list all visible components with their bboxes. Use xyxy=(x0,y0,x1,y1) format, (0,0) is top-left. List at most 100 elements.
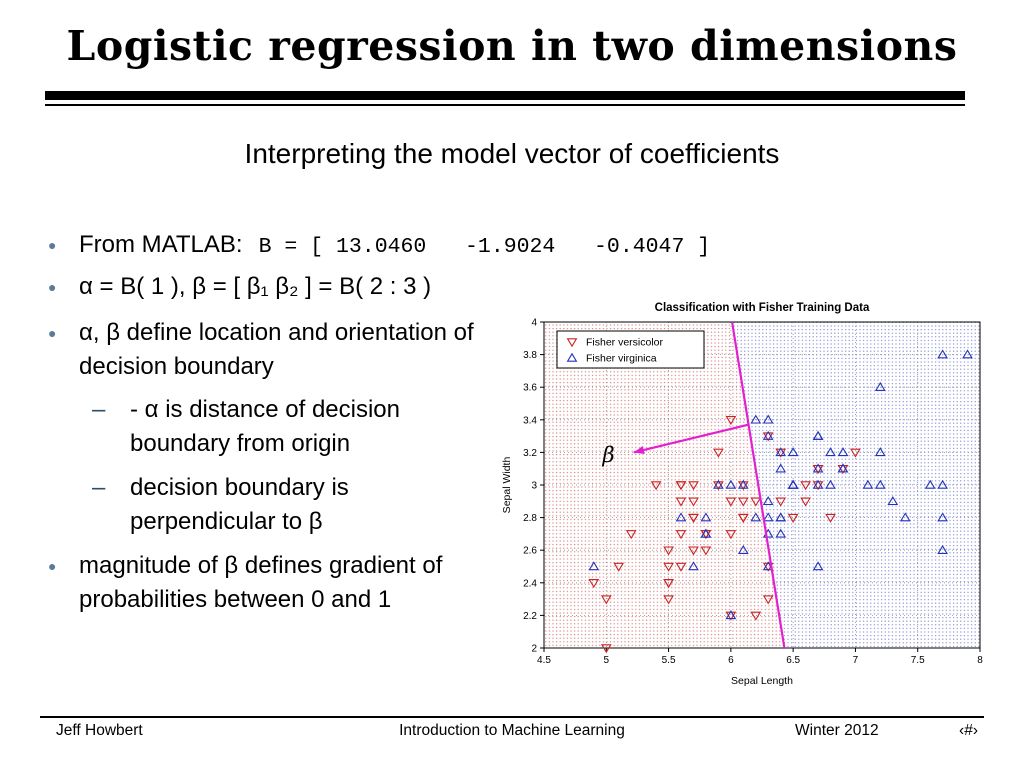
title-rule-thin xyxy=(45,104,965,106)
data-point xyxy=(737,479,749,489)
footer-rule xyxy=(40,716,984,718)
data-point xyxy=(837,447,849,457)
svg-text:3.4: 3.4 xyxy=(523,415,537,426)
data-point xyxy=(924,479,936,489)
beta-arrow xyxy=(633,423,749,454)
data-point xyxy=(713,479,724,489)
data-point xyxy=(675,497,687,507)
svg-text:2.4: 2.4 xyxy=(523,578,537,589)
data-point xyxy=(787,513,799,523)
bullet-text: magnitude of β defines gradient of proba… xyxy=(79,552,443,613)
data-point xyxy=(762,496,774,506)
beta-arrow-head xyxy=(633,446,645,454)
data-point xyxy=(600,595,612,605)
data-point xyxy=(874,447,886,457)
legend-marker-virginica xyxy=(566,352,578,362)
data-point xyxy=(675,481,687,491)
y-axis-label: Sepal Width xyxy=(501,457,513,514)
data-point xyxy=(737,513,749,523)
chart-legend: Fisher versicolor Fisher virginica xyxy=(556,330,705,369)
data-point xyxy=(775,447,787,457)
svg-text:2.8: 2.8 xyxy=(523,513,537,524)
data-point xyxy=(588,579,600,589)
data-point xyxy=(762,512,774,522)
data-point xyxy=(663,579,674,589)
bullet-icon: ● xyxy=(48,237,57,253)
data-point xyxy=(725,610,737,620)
data-point xyxy=(937,512,948,522)
footer-term: Winter 2012 xyxy=(795,722,879,739)
data-point xyxy=(775,463,787,473)
data-point xyxy=(812,430,824,440)
data-point xyxy=(725,479,737,489)
data-point xyxy=(675,562,687,572)
footer-page-number: ‹#› xyxy=(959,722,978,739)
legend-marker-versicolor xyxy=(566,338,578,348)
sub-bullet-text: - α is distance of decision boundary fro… xyxy=(130,396,400,457)
data-point xyxy=(837,463,849,473)
dash-icon: – xyxy=(92,474,106,501)
bullet-icon: ● xyxy=(48,325,57,341)
fisher-scatter-chart: 4.5 5 5.5 6 6.5 7 7.5 8 2 2.2 2.4 2.6 2.8 3 3.2 3.4 3.6 3… xyxy=(501,302,983,687)
plot-border xyxy=(543,321,981,649)
data-point xyxy=(874,479,886,489)
y-axis: 2 2.2 2.4 2.6 2.8 3 3.2 3.4 3.6 3.8 4 xyxy=(523,318,544,655)
data-point xyxy=(663,562,674,572)
data-point xyxy=(750,611,762,621)
data-point xyxy=(937,349,948,359)
data-point xyxy=(663,546,674,556)
sub-bullet-perpendicular: – decision boundary is perpendicular to … xyxy=(92,471,395,539)
data-point xyxy=(762,595,774,605)
svg-text:3.8: 3.8 xyxy=(523,350,537,361)
title-rule-thick xyxy=(45,91,965,100)
bullet-icon: ● xyxy=(48,279,57,295)
data-point xyxy=(874,381,886,391)
bullet-text: From MATLAB: B = [ 13.0460 -1.9024 -0.404… xyxy=(79,228,710,264)
data-point xyxy=(600,644,612,654)
data-point xyxy=(962,349,973,359)
data-point xyxy=(688,497,699,507)
data-point xyxy=(613,562,625,572)
data-point xyxy=(688,546,699,556)
data-point xyxy=(800,481,811,491)
data-point xyxy=(700,546,712,556)
data-point xyxy=(887,496,899,506)
svg-text:3: 3 xyxy=(531,481,537,492)
page-title: Logistic regression in two dimensions xyxy=(66,22,958,70)
data-point xyxy=(825,513,836,523)
data-point xyxy=(725,530,737,540)
data-point xyxy=(775,497,787,507)
svg-text:2.2: 2.2 xyxy=(523,611,537,622)
x-axis-label: Sepal Length xyxy=(731,675,793,687)
data-point xyxy=(625,530,637,540)
footer-author: Jeff Howbert xyxy=(56,722,143,739)
data-point xyxy=(750,414,762,424)
svg-text:7: 7 xyxy=(853,655,859,666)
bullet-magnitude-gradient: ● magnitude of β defines gradient of pro… xyxy=(48,549,457,617)
dash-icon: – xyxy=(92,396,106,423)
data-point xyxy=(688,561,699,571)
legend-label: Fisher virginica xyxy=(586,353,657,365)
data-point xyxy=(663,595,674,605)
data-point xyxy=(700,512,712,522)
svg-text:5.5: 5.5 xyxy=(662,655,676,666)
sub-bullet-text: decision boundary is perpendicular to β xyxy=(130,474,349,535)
data-point xyxy=(787,447,799,457)
svg-text:5: 5 xyxy=(604,655,610,666)
data-point xyxy=(725,497,737,507)
data-point xyxy=(725,416,737,426)
svg-text:7.5: 7.5 xyxy=(911,655,925,666)
data-point xyxy=(800,497,811,507)
svg-text:6.5: 6.5 xyxy=(786,655,800,666)
footer-course: Introduction to Machine Learning xyxy=(399,722,625,739)
data-point xyxy=(588,561,600,571)
svg-text:4: 4 xyxy=(531,318,537,329)
svg-text:8: 8 xyxy=(977,655,983,666)
bullet-location-orientation: ● α, β define location and orientation o… xyxy=(48,316,509,384)
x-axis: 4.5 5 5.5 6 6.5 7 7.5 8 xyxy=(537,648,983,666)
data-point xyxy=(650,481,662,491)
slide-subtitle: Interpreting the model vector of coeffic… xyxy=(244,138,780,169)
data-point xyxy=(937,544,948,554)
data-point xyxy=(812,479,824,489)
